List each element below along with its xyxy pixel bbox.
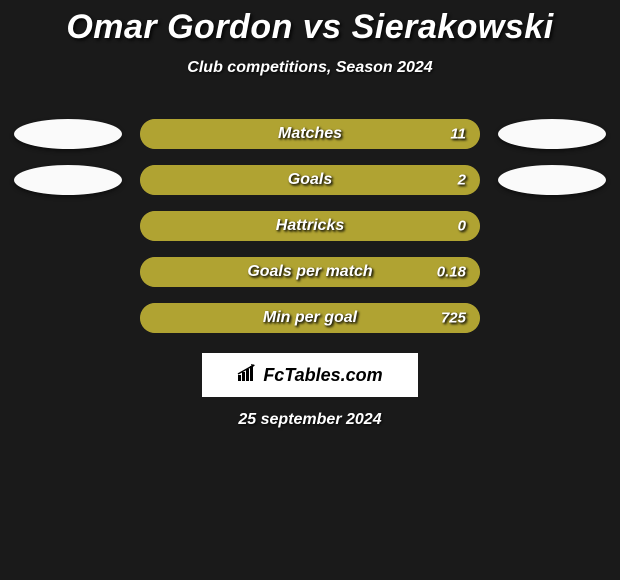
oval-spacer [498, 257, 606, 287]
stat-bar-value: 0.18 [437, 264, 466, 281]
stat-row: Min per goal 725 [0, 303, 620, 333]
branding-text: FcTables.com [263, 365, 382, 386]
stat-bar-value: 2 [458, 172, 466, 189]
stat-rows: Matches 11 Goals 2 Hattricks 0 Goals per match… [0, 119, 620, 333]
stat-row: Goals per match 0.18 [0, 257, 620, 287]
oval-spacer [14, 211, 122, 241]
stat-bar: Goals per match 0.18 [140, 257, 480, 287]
bar-chart-icon [237, 364, 259, 387]
stat-row: Goals 2 [0, 165, 620, 195]
branding-inner: FcTables.com [237, 364, 382, 387]
stat-bar-value: 725 [441, 310, 466, 327]
stat-bar-label: Goals per match [247, 263, 372, 281]
player-oval-right [498, 165, 606, 195]
oval-spacer [14, 303, 122, 333]
player-oval-left [14, 119, 122, 149]
stat-bar-value: 0 [458, 218, 466, 235]
stat-bar-label: Min per goal [263, 309, 357, 327]
stat-bar-label: Goals [288, 171, 332, 189]
comparison-card: Omar Gordon vs Sierakowski Club competit… [0, 0, 620, 429]
stat-bar-label: Hattricks [276, 217, 344, 235]
page-subtitle: Club competitions, Season 2024 [0, 59, 620, 77]
stat-bar: Matches 11 [140, 119, 480, 149]
oval-spacer [498, 211, 606, 241]
player-oval-left [14, 165, 122, 195]
stat-bar: Min per goal 725 [140, 303, 480, 333]
stat-row: Matches 11 [0, 119, 620, 149]
stat-bar: Goals 2 [140, 165, 480, 195]
branding-banner[interactable]: FcTables.com [202, 353, 418, 397]
oval-spacer [14, 257, 122, 287]
stat-bar-value: 11 [450, 126, 466, 143]
oval-spacer [498, 303, 606, 333]
page-title: Omar Gordon vs Sierakowski [0, 8, 620, 47]
stat-row: Hattricks 0 [0, 211, 620, 241]
player-oval-right [498, 119, 606, 149]
footer-date: 25 september 2024 [0, 411, 620, 429]
stat-bar: Hattricks 0 [140, 211, 480, 241]
stat-bar-label: Matches [278, 125, 342, 143]
